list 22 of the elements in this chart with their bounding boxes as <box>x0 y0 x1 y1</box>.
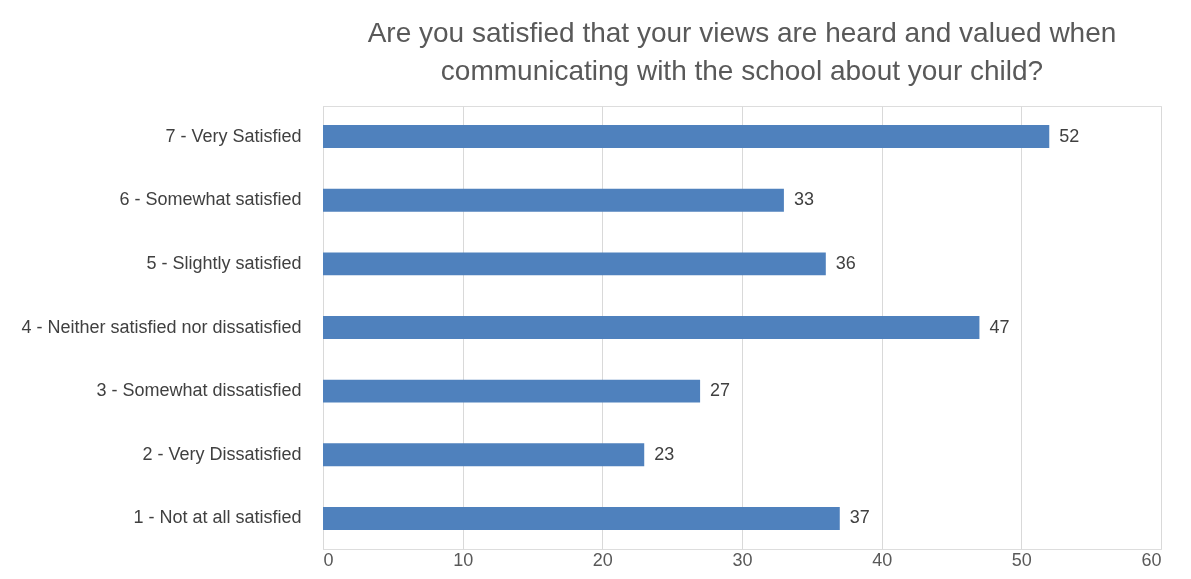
y-tick-label: 4 - Neither satisfied nor dissatisfied <box>21 316 302 337</box>
data-label: 23 <box>654 443 675 464</box>
y-tick-label: 5 - Slightly satisfied <box>146 252 302 273</box>
y-tick-label: 6 - Somewhat satisfied <box>119 189 302 210</box>
data-label: 33 <box>793 189 814 210</box>
x-tick-label: 0 <box>323 549 334 570</box>
data-label: 52 <box>1059 125 1080 146</box>
x-tick-label: 50 <box>1011 549 1032 570</box>
y-tick-label: 1 - Not at all satisfied <box>133 507 302 528</box>
chart-title: Are you satisfied that your views are heard and valued when communicating with the school about your child? <box>367 17 1117 86</box>
y-tick-label: 7 - Very Satisfied <box>165 125 302 146</box>
data-label: 37 <box>849 507 870 528</box>
y-tick-label: 3 - Somewhat dissatisfied <box>96 380 302 401</box>
y-tick-label: 2 - Very Dissatisfied <box>142 443 302 464</box>
x-tick-label: 10 <box>453 549 474 570</box>
data-label: 36 <box>835 252 856 273</box>
x-tick-label: 60 <box>1141 549 1162 570</box>
data-label: 47 <box>989 316 1010 337</box>
data-label: 27 <box>710 380 731 401</box>
x-tick-label: 40 <box>872 549 893 570</box>
x-tick-label: 30 <box>732 549 753 570</box>
x-tick-label: 20 <box>592 549 613 570</box>
